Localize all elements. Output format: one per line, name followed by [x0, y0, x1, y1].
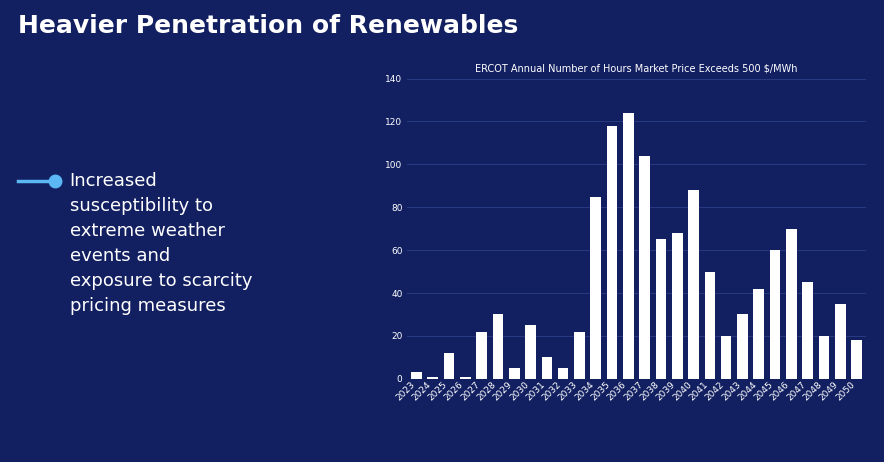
Bar: [656, 239, 667, 379]
Bar: [803, 282, 813, 379]
Text: Increased
susceptibility to
extreme weather
events and
exposure to scarcity
pric: Increased susceptibility to extreme weat…: [70, 172, 252, 315]
Bar: [720, 336, 731, 379]
Bar: [689, 190, 699, 379]
Title: ERCOT Annual Number of Hours Market Price Exceeds 500 $/MWh: ERCOT Annual Number of Hours Market Pric…: [476, 64, 797, 73]
Bar: [476, 332, 487, 379]
Bar: [591, 196, 601, 379]
Bar: [574, 332, 584, 379]
Bar: [492, 315, 503, 379]
Bar: [411, 372, 422, 379]
Bar: [819, 336, 829, 379]
Bar: [705, 272, 715, 379]
Bar: [786, 229, 796, 379]
Bar: [558, 368, 568, 379]
Bar: [606, 126, 617, 379]
Bar: [444, 353, 454, 379]
Bar: [770, 250, 781, 379]
Bar: [542, 358, 552, 379]
Bar: [509, 368, 520, 379]
Bar: [460, 377, 470, 379]
Text: Heavier Penetration of Renewables: Heavier Penetration of Renewables: [18, 14, 518, 38]
Bar: [525, 325, 536, 379]
Bar: [639, 156, 650, 379]
Bar: [672, 233, 682, 379]
Bar: [753, 289, 764, 379]
Bar: [428, 377, 438, 379]
Bar: [835, 304, 845, 379]
Bar: [851, 340, 862, 379]
Bar: [737, 315, 748, 379]
Bar: [623, 113, 634, 379]
